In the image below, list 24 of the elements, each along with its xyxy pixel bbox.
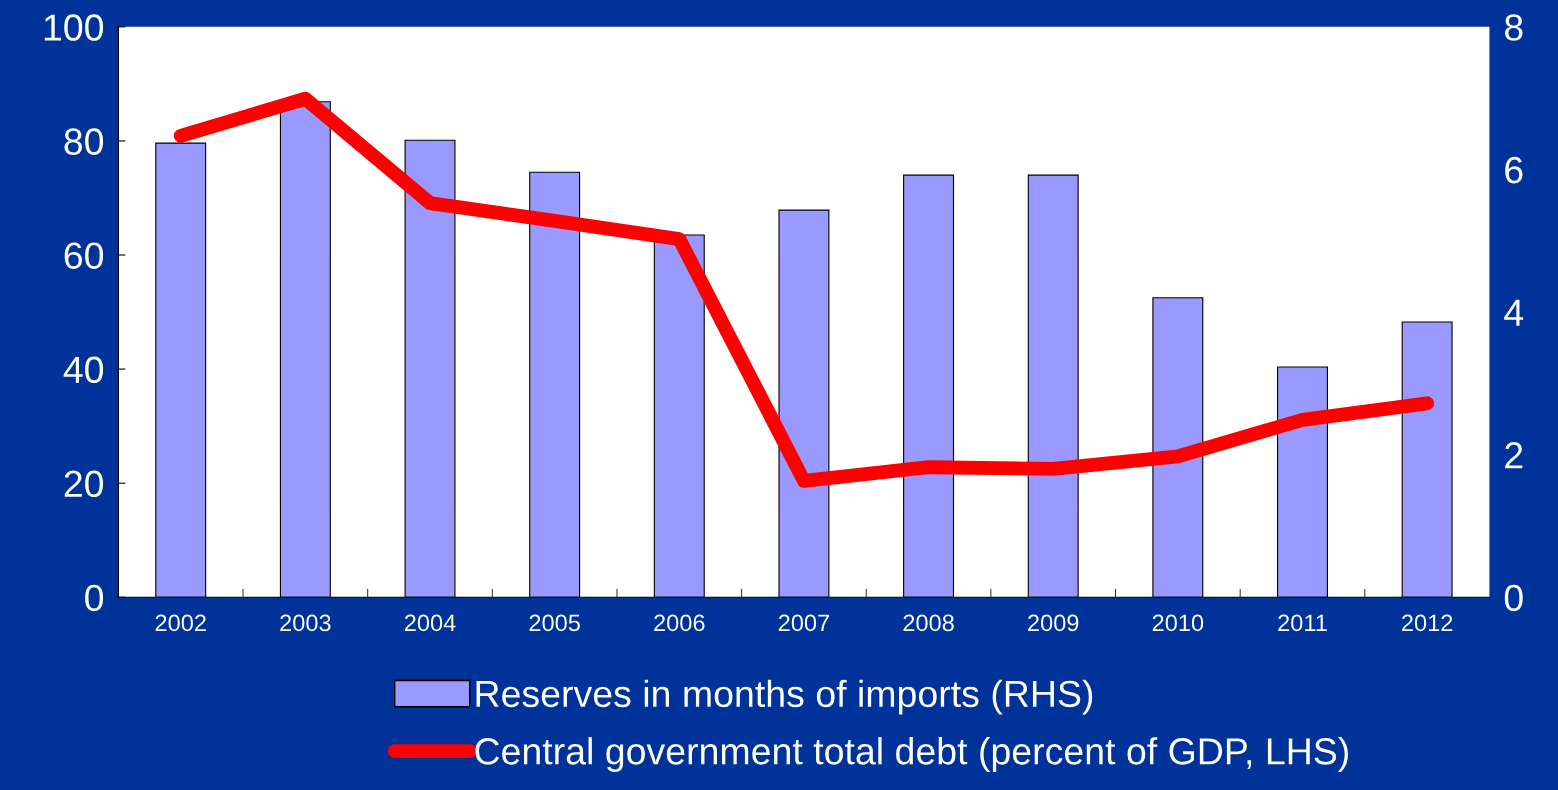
y-tick-label: 40 <box>63 356 104 384</box>
y2-tick-label: 6 <box>1505 156 1523 184</box>
y-tick-label: 80 <box>64 128 104 155</box>
x-tick-label: 2012 <box>1402 614 1453 632</box>
x-tick-label: 2011 <box>1278 614 1327 632</box>
x-tick-label: 2005 <box>529 614 580 632</box>
x-tick-label: 2006 <box>654 614 705 632</box>
y-tick-label: 60 <box>64 242 104 269</box>
legend-label: Central government total debt (percent of GDP, LHS) <box>475 737 1348 773</box>
y2-tick-label: 2 <box>1505 442 1523 469</box>
y-tick-label: 0 <box>85 584 104 612</box>
y-tick-label: 100 <box>44 14 104 41</box>
x-tick-label: 2008 <box>903 614 954 632</box>
x-tick-label: 2010 <box>1152 614 1204 632</box>
y2-tick-label: 8 <box>1504 14 1523 41</box>
y2-tick-label: 4 <box>1504 299 1524 326</box>
y-tick-label: 20 <box>64 470 104 498</box>
x-tick-label: 2009 <box>1028 614 1079 632</box>
y2-tick-label: 0 <box>1504 584 1523 612</box>
x-tick-label: 2004 <box>404 614 456 632</box>
legend-label: Reserves in months of imports (RHS) <box>476 679 1093 715</box>
x-tick-label: 2002 <box>155 614 206 632</box>
x-tick-label: 2007 <box>778 614 830 632</box>
x-tick-label: 2003 <box>280 614 331 632</box>
